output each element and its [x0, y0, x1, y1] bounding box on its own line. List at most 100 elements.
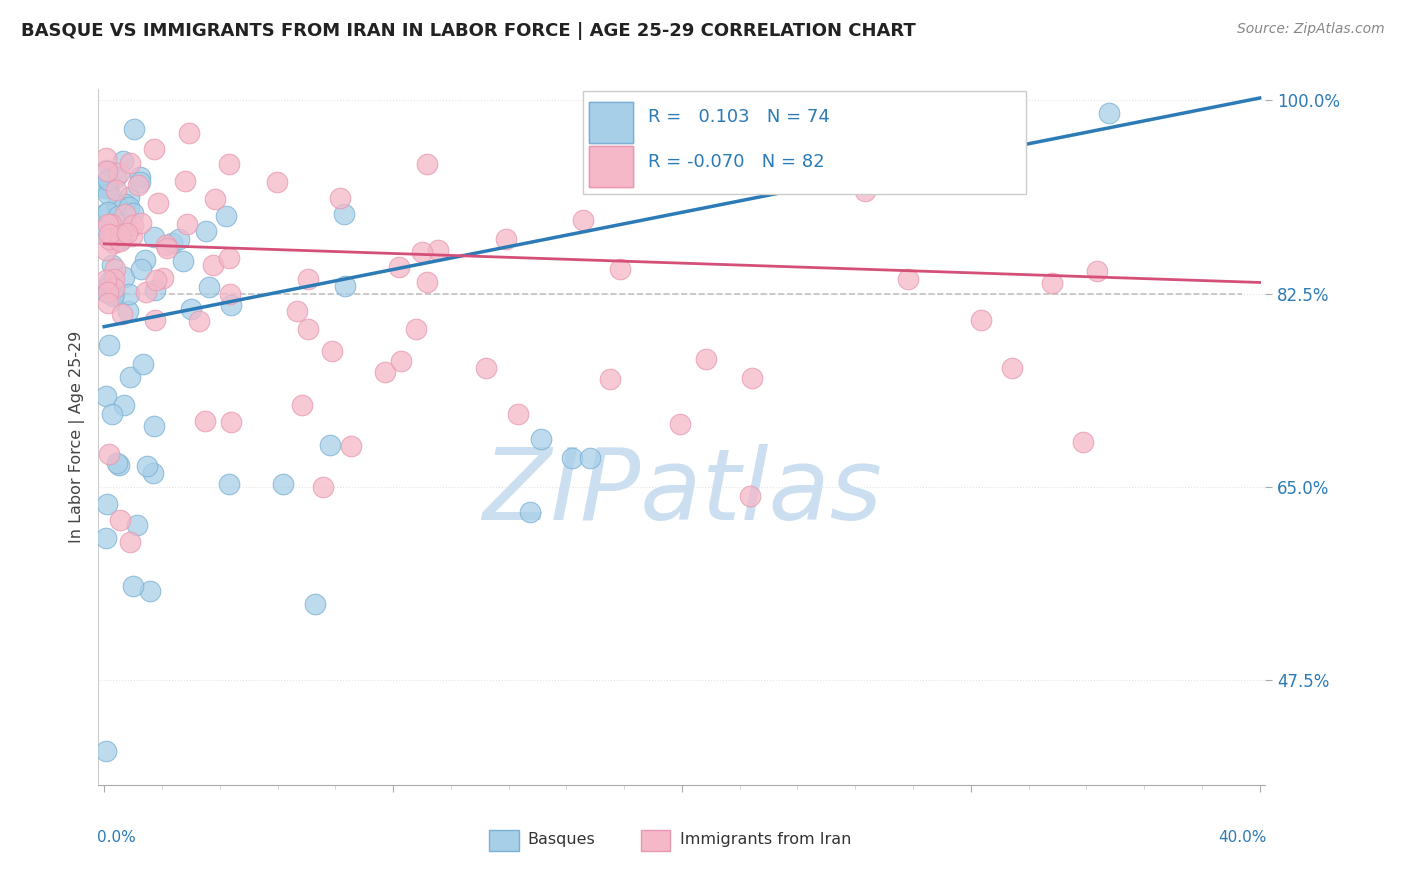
Point: [741, 371, 763, 385]
Point: [98, 227, 121, 241]
Point: [101, 407, 124, 421]
Point: [121, 229, 143, 244]
Point: [97, 217, 120, 231]
Point: [108, 458, 131, 472]
Point: [97, 295, 120, 310]
Point: [97, 280, 120, 294]
Point: [218, 157, 240, 171]
Point: [111, 230, 134, 244]
Point: [1001, 361, 1024, 376]
Point: [194, 415, 217, 429]
Point: [195, 224, 218, 238]
Point: [120, 370, 142, 384]
Point: [970, 313, 993, 327]
Point: [1085, 263, 1108, 277]
Point: [1042, 276, 1064, 290]
Text: ZIPatlas: ZIPatlas: [482, 444, 882, 541]
Point: [152, 270, 174, 285]
Point: [112, 269, 135, 284]
Point: [121, 218, 143, 232]
Point: [118, 535, 141, 549]
Point: [146, 196, 169, 211]
Point: [853, 184, 876, 198]
Point: [94, 206, 117, 220]
Point: [105, 456, 128, 470]
Text: R =   0.103   N = 74: R = 0.103 N = 74: [648, 108, 830, 126]
Text: Basques: Basques: [527, 832, 596, 847]
Point: [117, 304, 139, 318]
Point: [111, 232, 134, 246]
Point: [897, 271, 920, 285]
Point: [329, 191, 352, 205]
Point: [669, 417, 692, 432]
Point: [96, 164, 118, 178]
Text: 40.0%: 40.0%: [1218, 830, 1267, 846]
Point: [101, 227, 124, 242]
Point: [304, 597, 326, 611]
Point: [172, 253, 194, 268]
FancyBboxPatch shape: [489, 830, 519, 851]
Point: [340, 439, 363, 453]
Point: [271, 477, 294, 491]
Point: [599, 372, 621, 386]
Point: [204, 192, 226, 206]
Point: [176, 218, 198, 232]
Point: [114, 196, 136, 211]
Point: [94, 243, 117, 257]
Point: [108, 234, 131, 248]
Y-axis label: In Labor Force | Age 25-29: In Labor Force | Age 25-29: [69, 331, 84, 543]
Point: [94, 220, 117, 235]
Point: [156, 241, 179, 255]
Point: [374, 365, 396, 379]
Point: [218, 287, 240, 301]
Point: [121, 206, 143, 220]
Point: [427, 244, 450, 258]
Point: [120, 156, 142, 170]
Point: [101, 229, 124, 244]
Point: [519, 504, 541, 518]
Point: [495, 232, 517, 246]
Point: [609, 261, 631, 276]
Point: [94, 531, 117, 545]
Point: [695, 351, 717, 366]
Point: [97, 187, 120, 202]
Point: [221, 415, 243, 429]
Point: [118, 200, 141, 214]
Point: [266, 175, 288, 189]
Point: [135, 459, 157, 474]
Point: [405, 322, 427, 336]
Point: [167, 232, 190, 246]
Point: [94, 181, 117, 195]
Point: [135, 285, 157, 299]
Point: [108, 513, 131, 527]
Point: [97, 204, 120, 219]
Point: [103, 261, 125, 276]
Point: [572, 213, 595, 227]
Point: [127, 518, 149, 533]
Point: [139, 583, 162, 598]
Point: [114, 207, 136, 221]
Point: [103, 236, 125, 251]
Point: [177, 127, 200, 141]
Point: [198, 280, 221, 294]
Point: [111, 307, 134, 321]
Point: [335, 278, 357, 293]
Point: [579, 451, 602, 466]
Point: [98, 179, 121, 194]
Point: [173, 174, 195, 188]
FancyBboxPatch shape: [582, 91, 1026, 194]
Point: [97, 173, 120, 187]
Text: Source: ZipAtlas.com: Source: ZipAtlas.com: [1237, 22, 1385, 37]
Point: [94, 389, 117, 403]
Point: [134, 253, 156, 268]
FancyBboxPatch shape: [589, 103, 633, 143]
Point: [290, 398, 312, 412]
Point: [312, 480, 335, 494]
Point: [103, 272, 125, 286]
Point: [143, 230, 166, 244]
Point: [117, 287, 139, 301]
Point: [96, 497, 118, 511]
Point: [155, 237, 177, 252]
Point: [132, 357, 155, 371]
Point: [218, 477, 240, 491]
